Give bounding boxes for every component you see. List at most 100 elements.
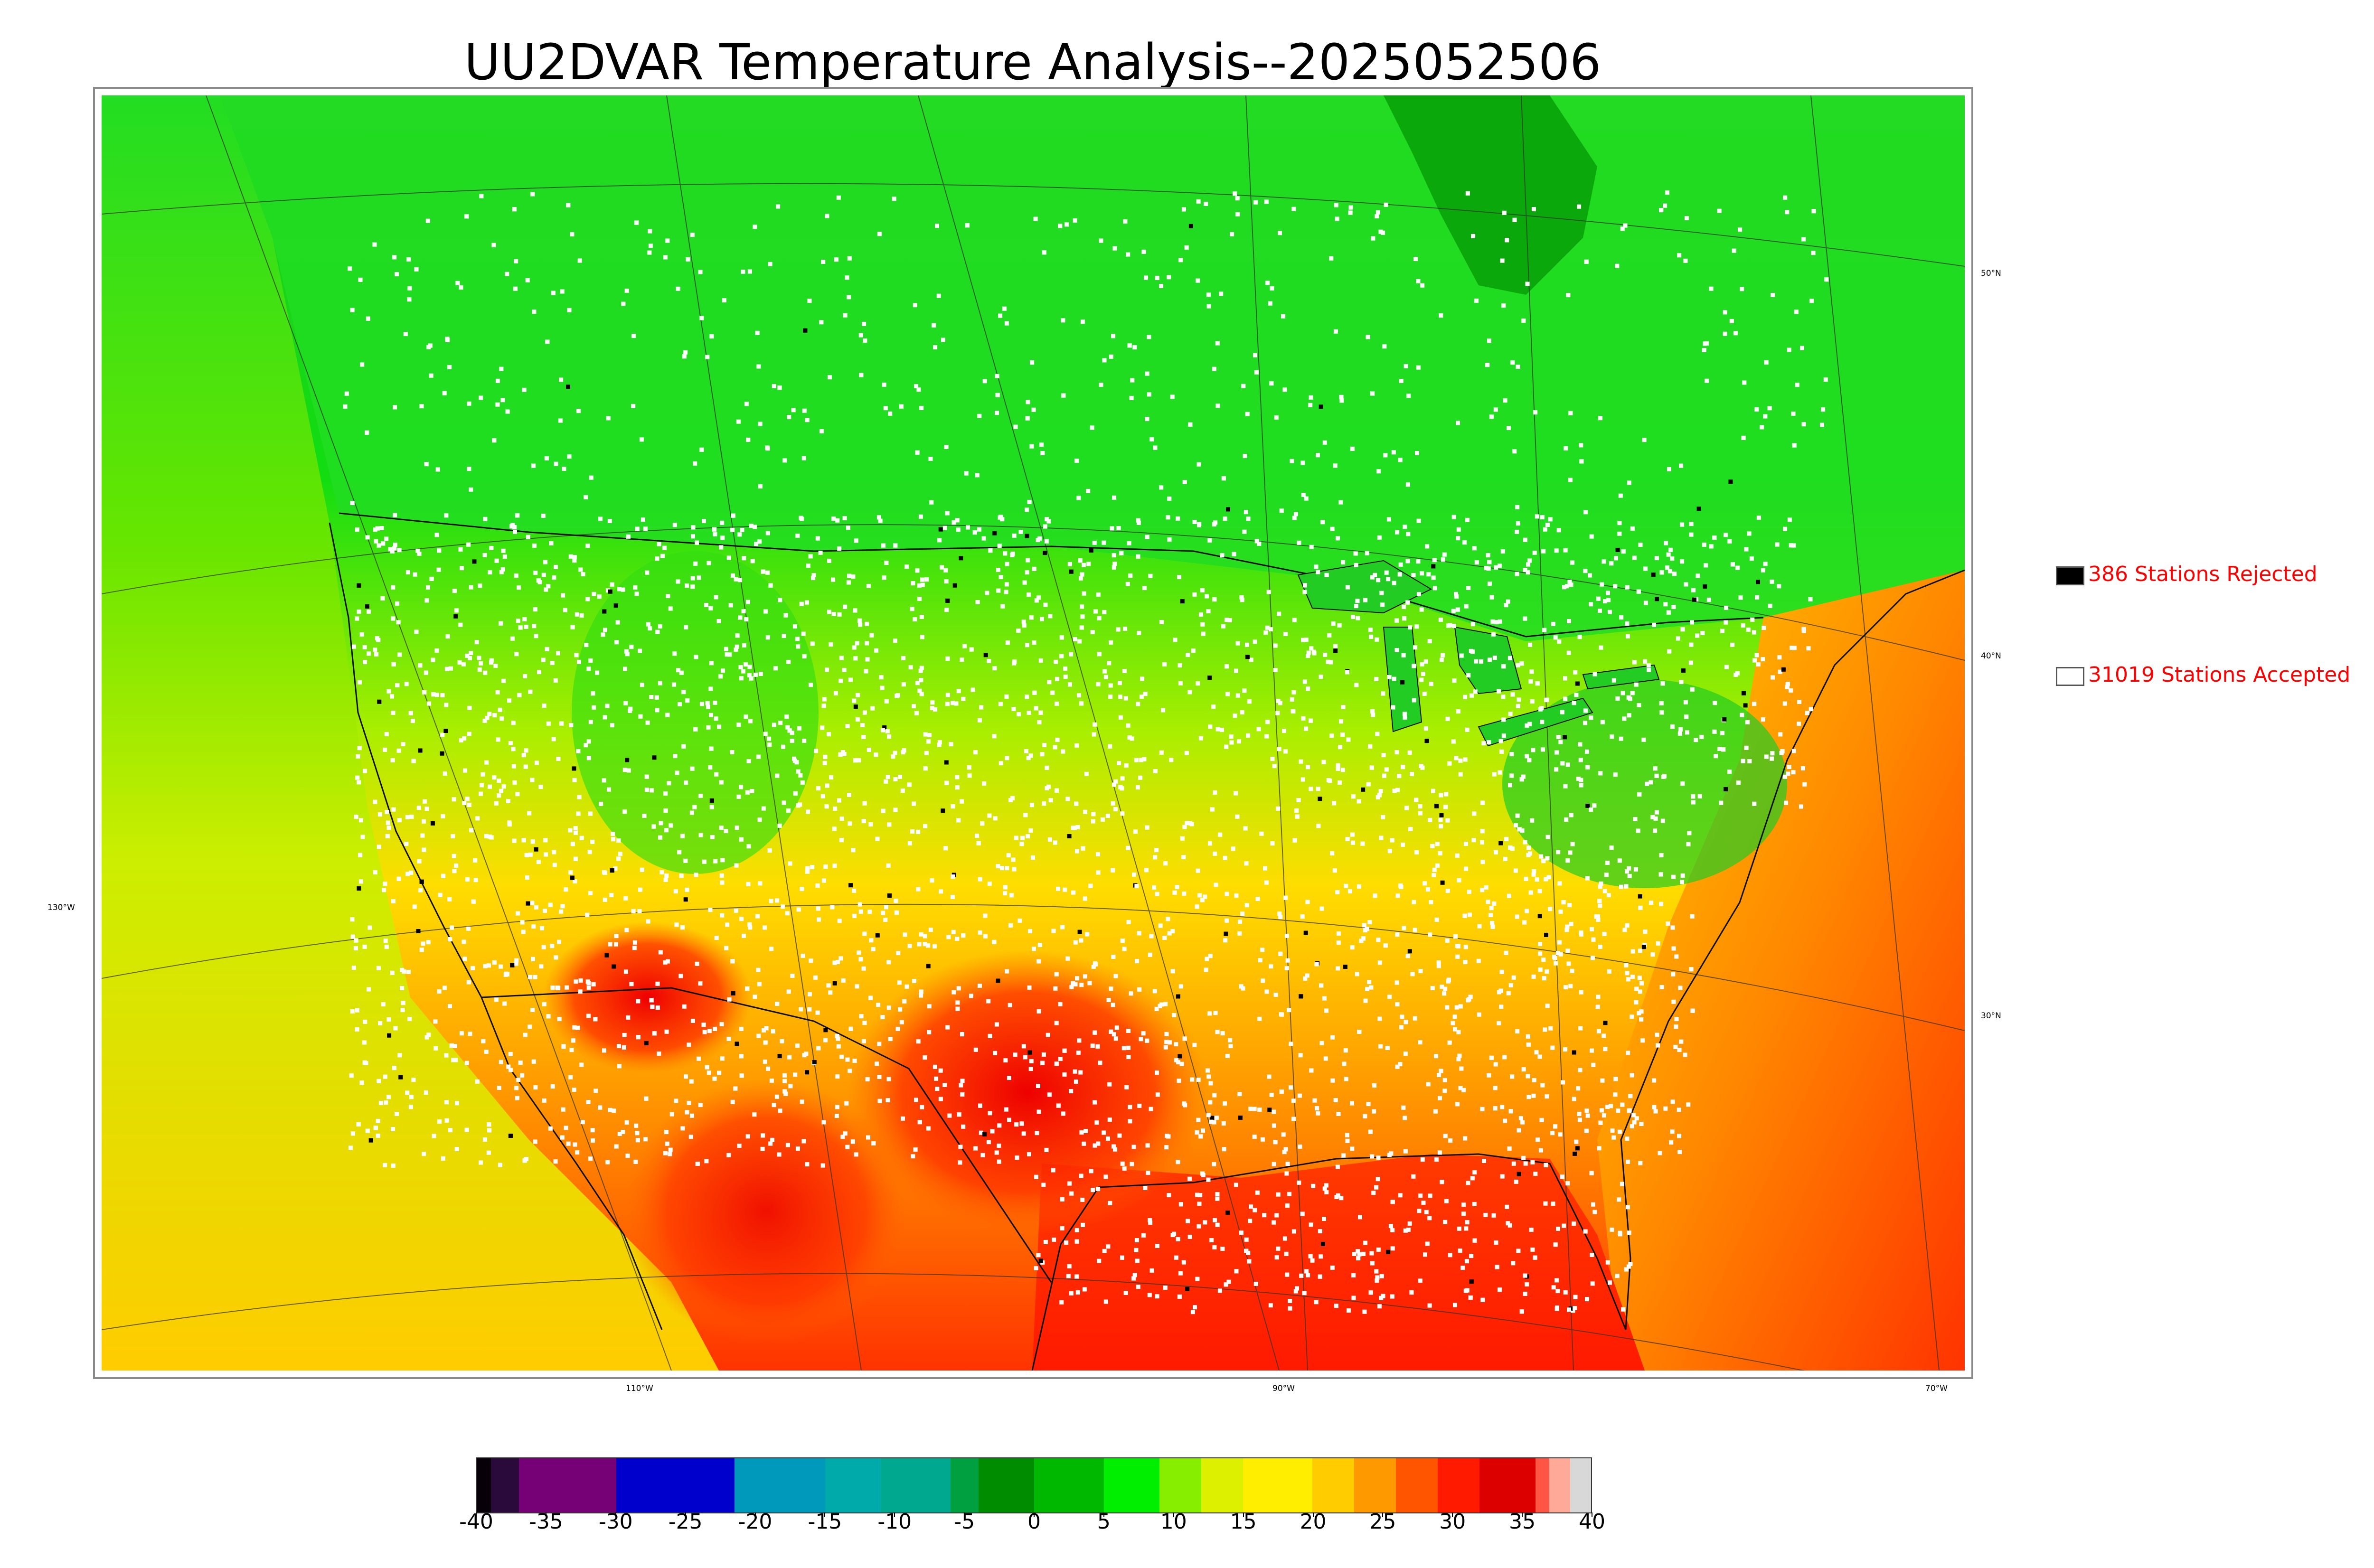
station-marker-accepted — [1451, 1021, 1455, 1025]
station-marker-accepted — [1511, 1261, 1516, 1266]
station-marker-accepted — [1097, 1258, 1102, 1263]
station-marker-accepted — [414, 629, 419, 634]
station-marker-accepted — [479, 661, 483, 666]
station-marker-accepted — [681, 744, 686, 749]
station-marker-accepted — [1554, 961, 1558, 966]
station-marker-accepted — [1102, 1249, 1107, 1253]
station-marker-accepted — [1047, 837, 1052, 842]
station-marker-accepted — [634, 220, 639, 225]
station-marker-accepted — [1350, 945, 1355, 950]
station-marker-rejected — [1431, 564, 1436, 569]
station-marker-accepted — [1412, 664, 1416, 668]
station-marker-accepted — [683, 350, 688, 355]
station-marker-accepted — [1195, 904, 1199, 909]
station-marker-accepted — [1674, 1017, 1679, 1022]
station-marker-accepted — [373, 648, 377, 652]
station-marker-accepted — [962, 644, 967, 648]
station-marker-accepted — [1554, 767, 1559, 772]
station-marker-accepted — [1097, 652, 1102, 657]
station-marker-accepted — [1098, 1061, 1102, 1065]
station-marker-accepted — [486, 1150, 491, 1155]
station-marker-accepted — [1024, 749, 1028, 753]
station-marker-accepted — [754, 542, 759, 546]
station-marker-accepted — [825, 783, 829, 788]
station-marker-accepted — [462, 957, 467, 961]
station-marker-accepted — [1621, 1307, 1626, 1312]
station-marker-accepted — [623, 667, 627, 671]
station-marker-accepted — [1035, 1131, 1039, 1136]
station-marker-accepted — [1503, 856, 1507, 861]
station-marker-accepted — [1245, 642, 1249, 647]
station-marker-accepted — [1690, 620, 1694, 625]
station-marker-accepted — [1761, 717, 1765, 722]
station-marker-accepted — [1237, 931, 1242, 936]
station-marker-accepted — [1754, 653, 1759, 657]
station-marker-accepted — [933, 944, 937, 948]
station-marker-accepted — [978, 1103, 982, 1108]
station-marker-accepted — [598, 1105, 603, 1110]
station-marker-accepted — [720, 880, 725, 885]
station-marker-accepted — [790, 731, 794, 735]
station-marker-accepted — [1362, 923, 1366, 928]
colorbar-tick-label: -30 — [598, 1510, 633, 1534]
station-marker-accepted — [1676, 636, 1680, 641]
station-marker-accepted — [783, 1091, 788, 1096]
station-marker-accepted — [483, 670, 488, 675]
station-marker-accepted — [1351, 794, 1356, 799]
station-marker-accepted — [1127, 343, 1132, 348]
station-marker-accepted — [1425, 544, 1430, 549]
station-marker-accepted — [1749, 556, 1754, 561]
station-marker-accepted — [680, 1126, 685, 1131]
station-marker-accepted — [886, 1098, 890, 1103]
station-marker-accepted — [431, 692, 436, 697]
station-marker-accepted — [965, 223, 970, 228]
station-marker-accepted — [834, 1114, 839, 1118]
station-marker-accepted — [871, 947, 876, 951]
station-marker-accepted — [1365, 986, 1369, 991]
station-marker-accepted — [481, 1039, 486, 1043]
station-marker-accepted — [1336, 536, 1340, 541]
station-marker-accepted — [980, 1153, 985, 1157]
station-marker-accepted — [1192, 1042, 1197, 1047]
station-marker-accepted — [351, 966, 356, 970]
station-marker-accepted — [1011, 707, 1016, 711]
station-marker-accepted — [778, 1108, 782, 1113]
station-marker-accepted — [1397, 774, 1402, 779]
station-marker-accepted — [1082, 591, 1086, 596]
station-marker-accepted — [1118, 681, 1122, 685]
station-marker-accepted — [1500, 1174, 1505, 1179]
station-marker-accepted — [1487, 740, 1491, 745]
station-marker-accepted — [514, 652, 519, 657]
pacific-ocean — [102, 95, 719, 1371]
station-marker-accepted — [422, 847, 426, 852]
station-marker-accepted — [709, 334, 714, 339]
station-marker-accepted — [1291, 207, 1296, 211]
station-marker-accepted — [855, 717, 860, 722]
station-marker-accepted — [1198, 736, 1203, 741]
station-marker-accepted — [748, 719, 753, 723]
station-marker-accepted — [409, 1095, 414, 1099]
station-marker-accepted — [1741, 759, 1745, 763]
station-marker-accepted — [1377, 1016, 1382, 1021]
station-marker-accepted — [698, 793, 703, 798]
station-marker-accepted — [697, 1056, 701, 1061]
station-marker-accepted — [350, 1131, 355, 1136]
station-marker-accepted — [768, 1141, 773, 1146]
station-marker-accepted — [881, 911, 886, 915]
station-marker-accepted — [951, 520, 956, 525]
station-marker-accepted — [1264, 199, 1269, 204]
station-marker-accepted — [839, 817, 844, 821]
station-marker-accepted — [692, 805, 697, 809]
station-marker-accepted — [1724, 605, 1729, 610]
station-marker-accepted — [1455, 954, 1460, 959]
station-marker-accepted — [1304, 638, 1309, 642]
station-marker-accepted — [1659, 701, 1664, 705]
station-marker-accepted — [1226, 1279, 1231, 1284]
station-marker-accepted — [1343, 1048, 1348, 1053]
station-marker-accepted — [640, 867, 644, 872]
station-marker-accepted — [1007, 1117, 1011, 1122]
station-marker-accepted — [1122, 1166, 1127, 1171]
station-marker-accepted — [1467, 912, 1472, 917]
lake-ontario — [1582, 664, 1660, 690]
station-marker-accepted — [1077, 639, 1082, 644]
